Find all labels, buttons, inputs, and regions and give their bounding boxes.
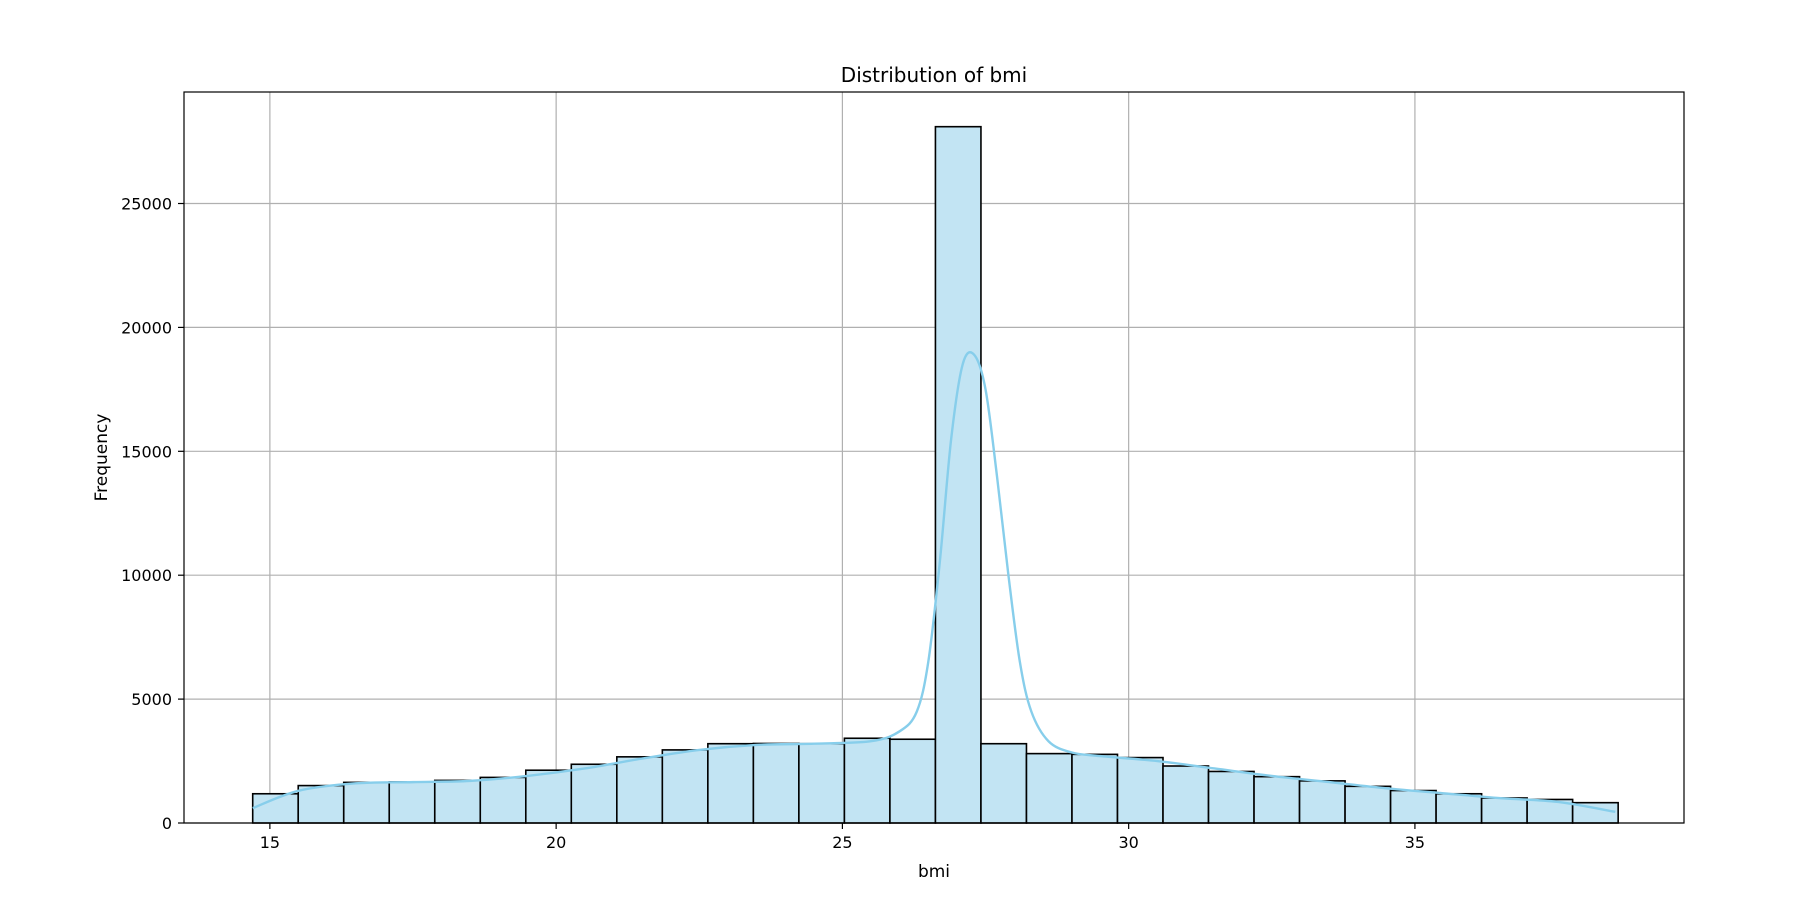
histogram-bar	[1207, 770, 1255, 824]
histogram-bar	[342, 781, 391, 824]
histogram-bar	[1071, 753, 1119, 824]
chart-title: Distribution of bmi	[841, 63, 1027, 87]
histogram-bar	[388, 781, 436, 824]
y-tick-label: 20000	[121, 318, 172, 337]
histogram-bar	[843, 737, 891, 824]
grid-lines	[184, 92, 1684, 824]
histogram-bar	[1344, 785, 1392, 824]
histogram-bar	[616, 756, 664, 824]
x-tick-label: 15	[260, 833, 280, 852]
y-tick-label: 0	[162, 814, 172, 833]
axis-ticks: 15 20 25 30 35 0 5000 10000 15000 20000 25000	[121, 195, 1425, 852]
histogram-bar	[707, 742, 755, 824]
x-axis-title: bmi	[918, 862, 950, 882]
kde-line	[252, 351, 1616, 814]
plot-frame	[183, 91, 1685, 824]
y-tick-label: 25000	[121, 195, 172, 214]
histogram-bar	[524, 769, 573, 824]
histogram-bar	[570, 763, 618, 824]
histogram-bar	[1025, 752, 1073, 824]
histogram-bar	[433, 779, 482, 824]
histogram-bars	[251, 125, 1619, 824]
histogram-bar	[752, 742, 800, 824]
x-tick-label: 35	[1405, 833, 1425, 852]
y-tick-label: 10000	[121, 566, 172, 585]
histogram-bar	[1389, 789, 1437, 824]
histogram-bar	[1480, 797, 1528, 824]
x-tick-label: 25	[832, 833, 852, 852]
x-tick-label: 30	[1118, 833, 1138, 852]
histogram-bar	[1116, 756, 1164, 824]
histogram-bar	[980, 742, 1028, 824]
y-tick-label: 15000	[121, 442, 172, 461]
histogram-bar	[798, 742, 846, 824]
histogram-bar	[661, 749, 709, 824]
histogram-bar	[479, 776, 527, 824]
histogram-bar	[1298, 780, 1346, 824]
histogram-bar	[1435, 792, 1483, 824]
y-tick-label: 5000	[131, 690, 172, 709]
histogram-bar	[934, 125, 982, 824]
x-tick-label: 20	[546, 833, 566, 852]
histogram-bar	[1253, 775, 1301, 824]
kde-curve	[252, 351, 1616, 814]
y-axis-title: Frequency	[92, 414, 112, 502]
histogram-bar	[889, 738, 937, 824]
histogram-bar	[1162, 765, 1210, 824]
histogram-bar	[297, 784, 345, 824]
